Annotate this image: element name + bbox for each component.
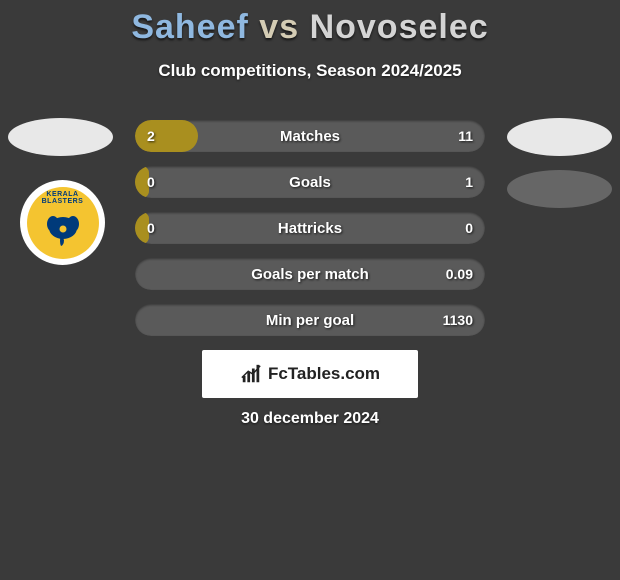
bar-label: Min per goal <box>135 304 485 336</box>
stat-bar: 2Matches11 <box>135 120 485 152</box>
page-title: Saheef vs Novoselec <box>0 0 620 47</box>
left-oval-placeholder <box>8 118 113 156</box>
elephant-icon <box>41 204 85 248</box>
bar-right-value: 1 <box>465 166 473 198</box>
title-player-right: Novoselec <box>310 8 489 46</box>
stat-bar: 0Hattricks0 <box>135 212 485 244</box>
bar-right-value: 0.09 <box>446 258 473 290</box>
bar-right-value: 11 <box>458 120 473 152</box>
stat-bar: Goals per match0.09 <box>135 258 485 290</box>
right-oval-placeholder-2 <box>507 170 612 208</box>
title-vs: vs <box>259 8 299 46</box>
date-text: 30 december 2024 <box>0 410 620 428</box>
right-oval-placeholder <box>507 118 612 156</box>
stat-bar: Min per goal1130 <box>135 304 485 336</box>
bar-label: Goals <box>135 166 485 198</box>
title-player-left: Saheef <box>131 8 249 46</box>
stat-bar: 0Goals1 <box>135 166 485 198</box>
club-badge-inner: KERALA BLASTERS <box>27 187 99 259</box>
subtitle: Club competitions, Season 2024/2025 <box>0 61 620 81</box>
bar-label: Hattricks <box>135 212 485 244</box>
branding-text: FcTables.com <box>268 364 380 384</box>
branding-box: FcTables.com <box>202 350 418 398</box>
bar-label: Matches <box>135 120 485 152</box>
chart-icon <box>240 363 262 385</box>
stat-bars: 2Matches110Goals10Hattricks0Goals per ma… <box>135 120 485 350</box>
bar-right-value: 1130 <box>443 304 473 336</box>
club-badge: KERALA BLASTERS <box>20 180 105 265</box>
bar-label: Goals per match <box>135 258 485 290</box>
club-badge-text: KERALA BLASTERS <box>33 191 93 205</box>
bar-right-value: 0 <box>465 212 473 244</box>
